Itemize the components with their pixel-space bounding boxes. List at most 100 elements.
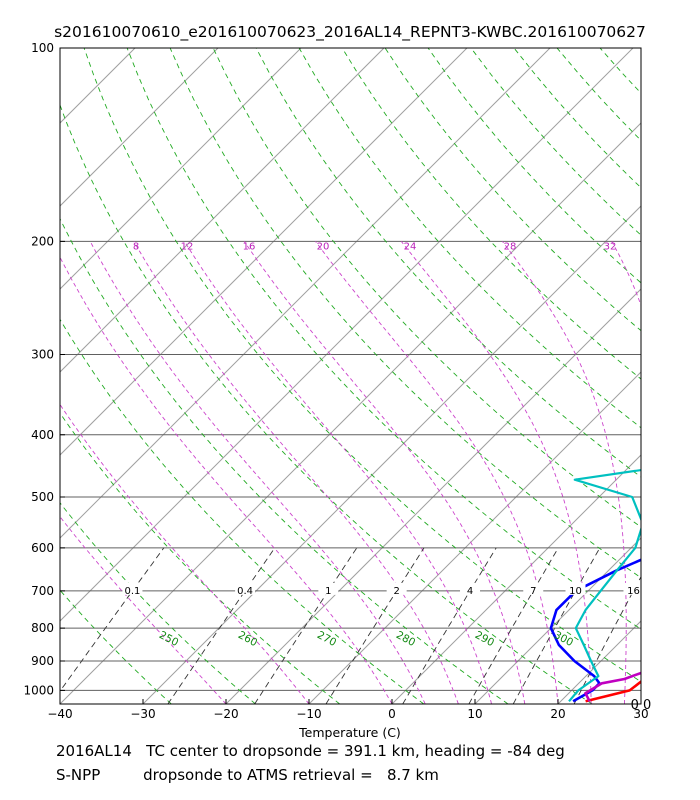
isotherm (60, 48, 385, 373)
plot-frame (59, 47, 642, 705)
corner-label: 0 0 (631, 698, 652, 713)
x-tick-label: −30 (130, 707, 155, 721)
moist-adiabat (315, 241, 559, 704)
theta-label: 290 (473, 629, 496, 649)
x-axis-label: Temperature (C) (298, 725, 401, 740)
isotherm (142, 205, 641, 704)
dry-adiabat (60, 502, 256, 704)
y-tick-label: 400 (31, 428, 54, 442)
x-tick-label: −10 (296, 707, 321, 721)
mixing-ratio-label: 0.1 (124, 586, 140, 597)
theta-e-label: 16 (243, 241, 256, 252)
isotherm (60, 48, 634, 622)
series-retrieval_temperature (584, 671, 641, 702)
isotherm (60, 122, 641, 704)
isotherm (474, 537, 641, 704)
mixing-ratio-label-bg (235, 582, 256, 595)
axes-layer: −40 −30 −20 −10 0 10 20 30 100 200 300 400 500 600 700… (23, 41, 651, 721)
mixing-ratio-label: 0.4 (237, 586, 253, 597)
mixing-ratio-label: 4 (467, 586, 473, 597)
dry-adiabat (169, 48, 641, 579)
dry-adiabat (556, 48, 641, 142)
y-tick-label: 1000 (23, 683, 54, 697)
moist-adiabat (60, 256, 393, 704)
mixing-ratio-line (573, 575, 641, 704)
isotherm (640, 703, 641, 704)
series-retrieval_dewpoint (568, 468, 641, 703)
isotherm (557, 620, 641, 704)
mixing-ratio-label-bg (122, 582, 143, 595)
theta-e-label: 24 (404, 241, 417, 252)
y-tick-label: 700 (31, 584, 54, 598)
dry-adiabat (427, 48, 641, 284)
theta-e-label: 32 (604, 241, 617, 252)
footer-line-1: 2016AL14 TC center to dropsonde = 391.1 … (56, 742, 565, 760)
moist-adiabat (243, 241, 526, 704)
moist-adiabat (184, 241, 493, 704)
dry-adiabat (255, 48, 641, 478)
theta-label: 270 (315, 629, 338, 649)
isotherm (60, 48, 302, 290)
moist-adiabat (60, 403, 310, 704)
mixing-ratio-label: 7 (530, 586, 536, 597)
y-tick-label: 300 (31, 347, 54, 361)
moist-adiabat (502, 241, 627, 704)
mixing-ratio-label-bg (623, 582, 644, 595)
isotherm (60, 48, 136, 124)
x-tick-label: 10 (467, 707, 482, 721)
y-tick-label: 100 (31, 41, 54, 55)
theta-label: 260 (236, 629, 259, 649)
mixing-ratio-label: 16 (627, 586, 640, 597)
dry-adiabat (470, 48, 641, 236)
isotherm (0, 48, 52, 704)
isotherm (60, 48, 219, 207)
dry-adiabat (643, 48, 700, 704)
dry-adiabat (60, 589, 172, 704)
isotherm (391, 454, 641, 704)
footer-line-2: S-NPP dropsonde to ATMS retrieval = 8.7 … (56, 766, 439, 784)
mixing-ratio-label: 2 (393, 586, 399, 597)
dry-adiabat (384, 48, 641, 332)
x-tick-label: 0 (388, 707, 396, 721)
y-tick-label: 500 (31, 490, 54, 504)
dry-adiabat (60, 217, 509, 704)
dry-adiabat (298, 48, 641, 429)
mixing-ratio-label: 10 (569, 586, 582, 597)
dry-adiabat (60, 412, 340, 704)
dry-adiabat (60, 103, 593, 704)
theta-e-label: 8 (133, 241, 139, 252)
moist-adiabat (89, 241, 426, 704)
grid-layer (0, 48, 700, 704)
mixing-ratio-line (325, 547, 425, 704)
dry-adiabat (599, 48, 641, 94)
mixing-ratio-line (512, 547, 601, 704)
mixing-ratio-line (60, 547, 165, 692)
series-temperature (585, 680, 641, 703)
series-layer (549, 468, 641, 703)
x-tick-label: −20 (213, 707, 238, 721)
mixing-ratio-label-bg (386, 582, 407, 595)
x-tick-label: 30 (633, 707, 648, 721)
isotherm (60, 48, 551, 539)
dry-adiabat (60, 318, 425, 704)
mixing-ratio-line (167, 547, 276, 704)
mixing-ratio-label-bg (318, 582, 339, 595)
isotherm (60, 48, 468, 456)
x-tick-label: −40 (47, 707, 72, 721)
series-dewpoint (549, 558, 641, 703)
dry-adiabat (83, 48, 641, 683)
y-tick-label: 600 (31, 541, 54, 555)
mixing-ratio-label-bg (460, 582, 481, 595)
dry-adiabat (341, 48, 641, 380)
theta-e-label: 28 (504, 241, 517, 252)
theta-e-label: 12 (181, 241, 194, 252)
theta-label: 300 (552, 629, 575, 649)
y-tick-label: 800 (31, 621, 54, 635)
mixing-ratio-line (468, 547, 559, 704)
dry-adiabat (126, 48, 641, 630)
mixing-ratio-line (402, 547, 497, 704)
y-tick-label: 900 (31, 654, 54, 668)
mixing-ratio-label-bg (523, 582, 544, 595)
